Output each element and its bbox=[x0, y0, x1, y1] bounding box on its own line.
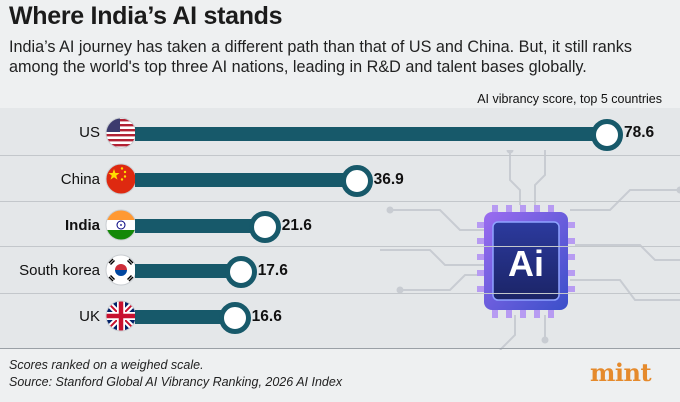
bar-end-knob-india bbox=[248, 211, 281, 243]
category-label-uk: UK bbox=[79, 308, 100, 325]
footer-note: Scores ranked on a weighed scale. bbox=[9, 358, 204, 372]
brand-logo: mint bbox=[590, 358, 652, 387]
south-korea-flag-icon bbox=[105, 254, 137, 286]
bar-india bbox=[135, 219, 265, 233]
chart-note: AI vibrancy score, top 5 countries bbox=[477, 92, 662, 106]
us-flag-icon bbox=[105, 117, 137, 149]
bar-china bbox=[135, 173, 357, 187]
bar-end-knob-us bbox=[591, 119, 623, 151]
value-label-us: 78.6 bbox=[624, 124, 655, 141]
uk-flag-icon bbox=[105, 300, 137, 332]
bar-south-korea bbox=[135, 264, 241, 278]
bar-uk bbox=[135, 310, 235, 324]
value-label-uk: 16.6 bbox=[251, 308, 282, 325]
bar-end-knob-south-korea bbox=[224, 256, 257, 288]
bar-us bbox=[135, 127, 607, 141]
chart-title: Where India’s AI stands bbox=[9, 2, 283, 30]
chip-label: Ai bbox=[508, 243, 544, 284]
bar-end-knob-uk bbox=[218, 302, 251, 334]
chart-subtitle: India’s AI journey has taken a different… bbox=[9, 38, 632, 76]
footer-source: Source: Stanford Global AI Vibrancy Rank… bbox=[9, 375, 343, 389]
value-label-india: 21.6 bbox=[281, 217, 312, 234]
category-label-south-korea: South korea bbox=[19, 262, 100, 279]
category-label-china: China bbox=[60, 171, 100, 188]
india-flag-icon bbox=[105, 209, 137, 241]
category-label-india: India bbox=[64, 217, 100, 234]
category-label-us: US bbox=[79, 124, 100, 141]
value-label-china: 36.9 bbox=[373, 171, 404, 188]
china-flag-icon bbox=[105, 163, 137, 195]
ai-chip-illustration: Ai bbox=[380, 150, 680, 350]
bar-end-knob-china bbox=[340, 165, 373, 197]
value-label-south-korea: 17.6 bbox=[257, 262, 288, 279]
